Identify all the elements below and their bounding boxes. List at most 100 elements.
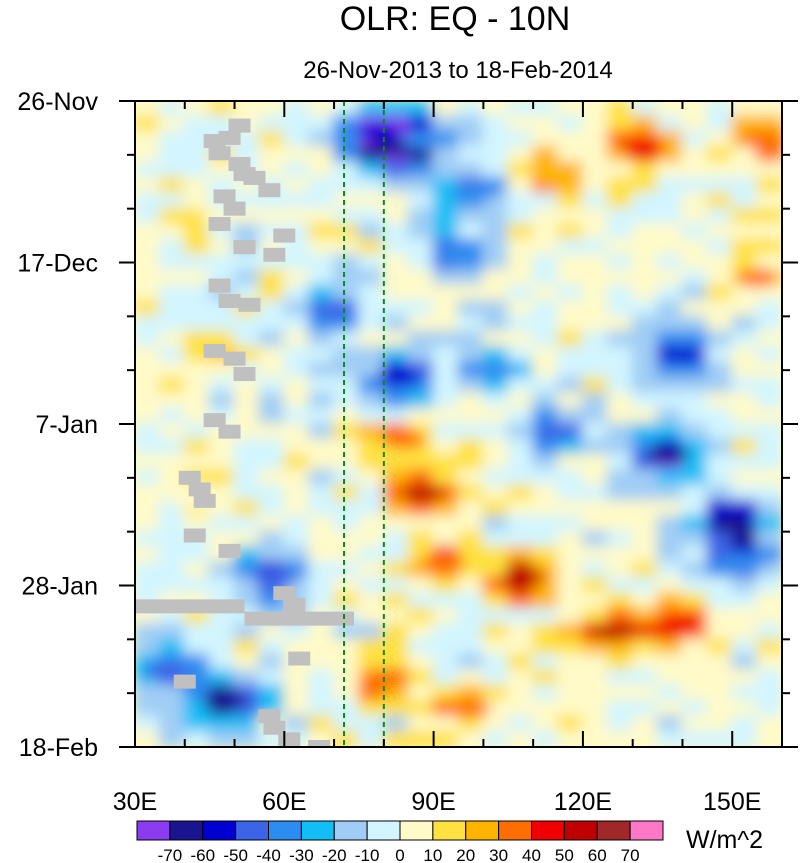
feature-core — [620, 138, 665, 157]
field-cell — [731, 576, 759, 595]
field-cell — [482, 223, 510, 241]
field-cell — [357, 607, 385, 625]
field-cell — [407, 592, 435, 610]
field-cell — [507, 284, 535, 302]
field-cell — [482, 530, 510, 549]
field-cell — [283, 407, 311, 425]
field-cell — [158, 146, 186, 164]
field-cell — [557, 207, 584, 226]
field-cell — [135, 330, 161, 349]
field-cell — [208, 315, 236, 333]
field-cell — [382, 561, 410, 579]
field-cell — [158, 299, 186, 318]
field-cell — [158, 561, 186, 579]
field-cell — [308, 192, 336, 210]
x-tick-label: 30E — [113, 788, 157, 816]
field-cell — [656, 361, 684, 379]
field-cell — [158, 130, 186, 149]
field-cell — [333, 176, 360, 195]
feature-core — [710, 514, 755, 533]
field-cell — [432, 407, 460, 425]
field-cell — [532, 330, 560, 349]
field-cell — [706, 176, 734, 195]
colorbar-units: W/m^2 — [686, 826, 763, 854]
field-cell — [581, 361, 609, 379]
field-cell — [507, 315, 535, 333]
field-cell — [557, 299, 584, 318]
field-cell — [208, 392, 236, 410]
field-cell — [432, 469, 460, 487]
field-cell — [681, 576, 709, 595]
missing-data-cell — [208, 146, 231, 161]
field-cell — [135, 576, 161, 595]
field-cell — [357, 253, 385, 272]
field-cell — [135, 530, 161, 549]
field-cell — [631, 284, 659, 302]
field-cell — [283, 115, 311, 133]
field-cell — [183, 638, 211, 656]
field-cell — [606, 392, 634, 410]
field-cell — [208, 530, 236, 549]
field-cell — [283, 101, 311, 118]
field-cell — [731, 115, 759, 133]
feature-core — [431, 245, 476, 264]
y-tick-label: 26-Nov — [17, 88, 98, 116]
field-cell — [183, 576, 211, 595]
field-cell — [457, 269, 485, 287]
field-cell — [706, 315, 734, 333]
field-cell — [283, 299, 311, 318]
field-cell — [706, 101, 734, 118]
field-cell — [333, 238, 360, 256]
field-cell — [532, 223, 560, 241]
field-cell — [432, 515, 460, 533]
field-cell — [581, 653, 609, 672]
field-cell — [557, 115, 584, 133]
field-cell — [135, 407, 161, 425]
field-cell — [333, 407, 360, 425]
field-cell — [631, 423, 659, 441]
field-cell — [308, 146, 336, 164]
missing-data-cell — [308, 740, 331, 747]
field-cell — [333, 730, 360, 747]
field-cell — [532, 346, 560, 364]
field-cell — [183, 546, 211, 564]
field-cell — [606, 376, 634, 395]
field-cell — [681, 207, 709, 226]
field-cell — [283, 423, 311, 441]
field-cell — [681, 253, 709, 272]
field-cell — [135, 146, 161, 164]
field-cell — [756, 730, 782, 747]
y-tick-label: 7-Jan — [35, 411, 98, 439]
field-cell — [432, 530, 460, 549]
field-cell — [706, 669, 734, 687]
field-cell — [183, 146, 211, 164]
field-cell — [706, 269, 734, 287]
field-cell — [357, 546, 385, 564]
field-cell — [158, 515, 186, 533]
field-cell — [706, 453, 734, 472]
field-cell — [532, 284, 560, 302]
field-cell — [557, 684, 584, 702]
field-cell — [457, 576, 485, 595]
field-cell — [731, 376, 759, 395]
field-cell — [656, 238, 684, 256]
field-cell — [606, 638, 634, 656]
field-cell — [656, 592, 684, 610]
field-cell — [283, 284, 311, 302]
field-cell — [183, 684, 211, 702]
field-cell — [283, 130, 311, 149]
field-cell — [532, 730, 560, 747]
missing-data-cell — [208, 217, 231, 232]
field-cell — [357, 101, 385, 118]
field-cell — [706, 392, 734, 410]
field-cell — [706, 499, 734, 518]
field-cell — [357, 192, 385, 210]
field-cell — [357, 576, 385, 595]
missing-data-cell — [178, 470, 201, 485]
field-cell — [656, 499, 684, 518]
field-cell — [407, 607, 435, 625]
field-cell — [606, 223, 634, 241]
field-cell — [357, 561, 385, 579]
field-cell — [581, 715, 609, 733]
colorbar-label: -30 — [289, 846, 314, 863]
